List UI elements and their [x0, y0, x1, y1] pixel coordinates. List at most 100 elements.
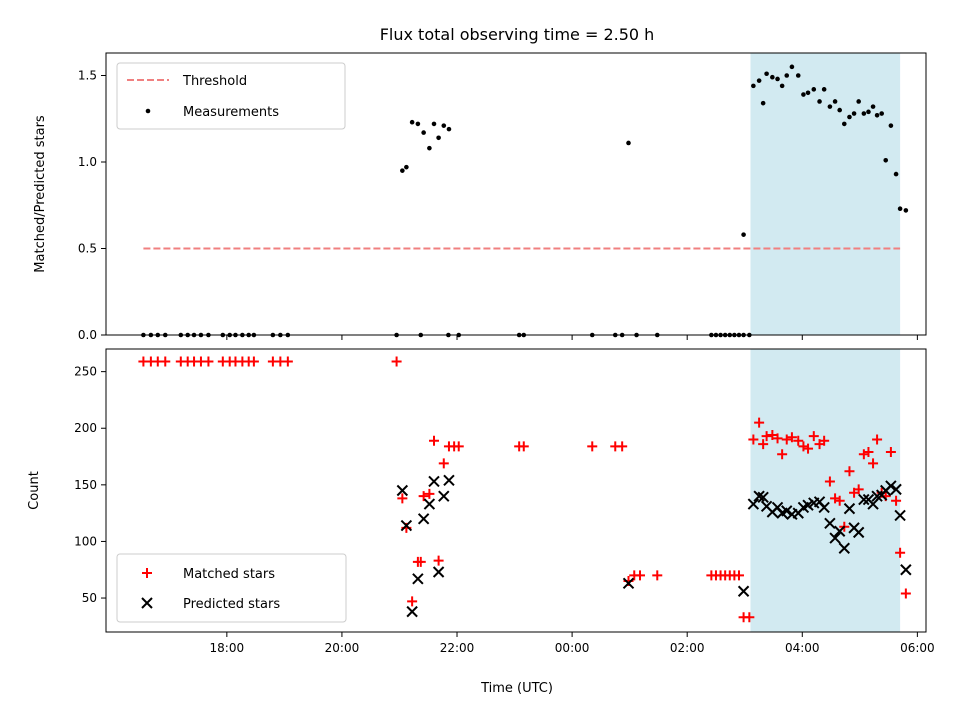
bottom-legend-box: [116, 553, 347, 623]
bottom-panel: 18:00 20:00 22:00 00:00 02:00 04:00 06:00 50 100…: [27, 348, 935, 655]
matched-star-point: [891, 495, 902, 506]
predicted-star-point: [867, 498, 879, 510]
matched-star-point: [587, 441, 598, 452]
predicted-star-point: [894, 509, 906, 522]
x-tick-label: 22:00: [440, 641, 475, 655]
matched-star-point: [733, 570, 744, 581]
matched-star-point: [203, 356, 214, 367]
predicted-star-point: [747, 498, 760, 510]
matched-star-point: [418, 491, 429, 502]
measurement-point: [817, 99, 822, 104]
predicted-star-point: [818, 501, 830, 514]
matched-star-point: [781, 434, 792, 445]
matched-star-point: [617, 441, 628, 452]
matched-star-point: [748, 434, 759, 445]
predicted-star-point: [781, 505, 793, 517]
matched-star-point: [853, 484, 864, 495]
bottom-shaded-region: [750, 349, 901, 632]
predicted-star-point: [396, 484, 409, 497]
measurement-point: [879, 111, 884, 116]
predicted-star-point: [852, 526, 865, 539]
top-axes-frame: [105, 52, 927, 336]
matched-star-point: [895, 547, 906, 558]
matched-star-point: [900, 588, 911, 599]
matched-star-point: [453, 441, 464, 452]
measurement-point: [779, 83, 785, 89]
matched-star-point: [858, 449, 869, 460]
legend-predicted-swatch: [141, 597, 153, 609]
matched-star-point: [652, 570, 663, 581]
predicted-star-point: [757, 491, 769, 503]
measurement-point: [441, 123, 447, 128]
predicted-star-point: [843, 502, 856, 515]
measurement-point: [436, 135, 441, 141]
top-y-tick-label: 0.0: [78, 328, 97, 342]
measurement-point: [421, 130, 426, 135]
legend-threshold-label: Threshold: [182, 74, 247, 89]
predicted-star-point: [428, 475, 440, 488]
matched-star-point: [282, 356, 293, 367]
matched-star-point: [424, 488, 435, 499]
matched-star-point: [777, 449, 788, 460]
legend-measurements-label: Measurements: [183, 105, 279, 120]
top-y-axis-label: Matched/Predicted stars: [33, 115, 48, 273]
matched-star-point: [767, 430, 778, 441]
matched-star-point: [248, 356, 259, 367]
bottom-y-tick-label: 200: [74, 421, 97, 435]
bottom-y-tick-label: 150: [74, 478, 97, 492]
measurement-point: [775, 76, 780, 82]
matched-star-point: [819, 435, 830, 446]
measurement-point: [400, 168, 405, 173]
matched-star-point: [407, 596, 418, 607]
predicted-star-point: [400, 519, 413, 532]
measurement-point: [870, 104, 876, 109]
predicted-star-point: [423, 498, 436, 510]
measurement-point: [756, 78, 762, 83]
bottom-y-tick-label: 250: [74, 365, 97, 379]
legend-matched-swatch: [142, 568, 152, 578]
matched-star-point: [415, 556, 426, 567]
matched-star-point: [518, 441, 529, 452]
predicted-star-point: [432, 566, 445, 578]
bottom-y-tick-label: 100: [74, 534, 97, 548]
matched-star-point: [758, 439, 769, 450]
measurement-point: [427, 145, 432, 151]
top-legend: Threshold Measurements: [116, 62, 346, 130]
measurement-point: [883, 157, 889, 163]
measurement-point: [841, 121, 847, 127]
matched-star-point: [824, 476, 835, 487]
predicted-star-point: [412, 573, 424, 585]
matched-star-point: [798, 441, 809, 452]
legend-predicted-label: Predicted stars: [183, 597, 280, 612]
x-axis-label: Time (UTC): [480, 681, 553, 696]
bottom-y-tick-label: 50: [82, 591, 97, 605]
measurement-point: [805, 90, 811, 96]
measurement-point: [770, 74, 775, 80]
measurement-point: [851, 111, 857, 116]
matched-star-point: [744, 612, 755, 623]
measurement-point: [847, 114, 852, 120]
predicted-star-point: [443, 474, 455, 487]
bottom-axes-frame: [105, 348, 927, 633]
chart-title: Flux total observing time = 2.50 h: [380, 25, 655, 44]
measurement-point: [821, 87, 827, 92]
top-legend-box: [116, 62, 346, 130]
matched-star-point: [803, 443, 814, 454]
predicted-star-point: [753, 490, 765, 502]
matched-star-point: [391, 356, 402, 367]
measurement-point: [837, 107, 842, 113]
predicted-star-point: [438, 490, 450, 502]
measurement-point: [811, 87, 817, 92]
predicted-star-point: [900, 564, 912, 576]
predicted-star-point: [737, 585, 750, 597]
predicted-star-point: [858, 493, 870, 506]
matched-star-point: [397, 493, 408, 504]
predicted-star-point: [890, 483, 902, 496]
x-tick-label: 04:00: [785, 641, 820, 655]
matched-star-point: [754, 417, 765, 428]
measurement-point: [446, 126, 452, 132]
predicted-star-point: [885, 480, 897, 492]
x-tick-label: 00:00: [555, 641, 590, 655]
matched-star-point: [868, 458, 879, 469]
measurement-point: [409, 119, 415, 125]
